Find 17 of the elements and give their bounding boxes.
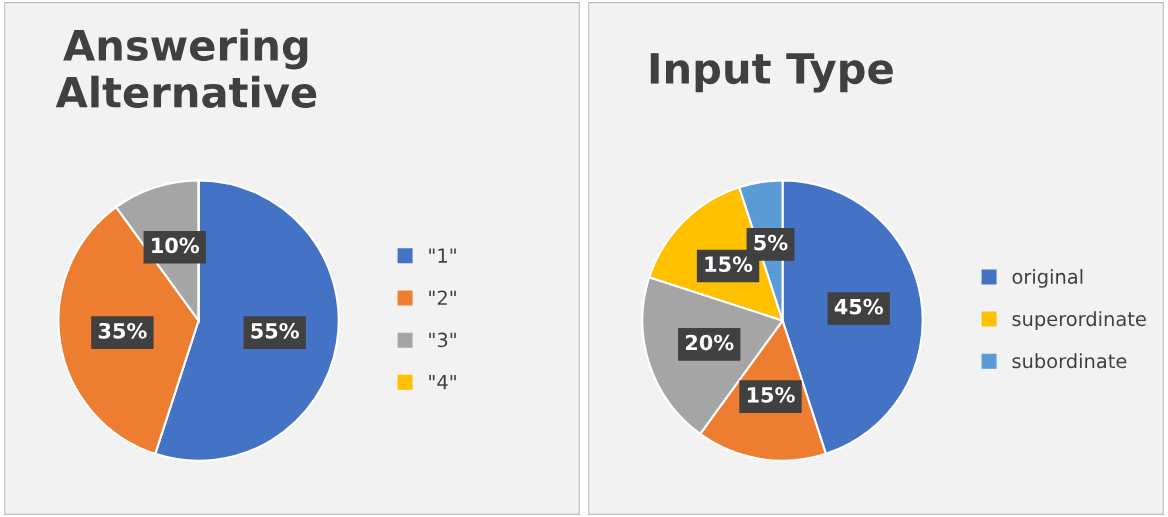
legend-label: "4" xyxy=(429,374,456,390)
data-label: 20% xyxy=(685,334,734,351)
legend-label: "1" xyxy=(429,248,456,263)
data-label: 45% xyxy=(834,298,883,315)
chart-title: Input Type xyxy=(650,53,893,93)
data-label: 35% xyxy=(98,322,147,339)
legend-label: superordinate xyxy=(1012,311,1146,330)
data-label: 15% xyxy=(747,386,795,403)
data-label: 10% xyxy=(152,237,200,254)
chart-title: Answering Alternative xyxy=(55,28,317,108)
data-label: 55% xyxy=(251,322,299,339)
data-label: 15% xyxy=(705,256,753,273)
data-label: 5% xyxy=(754,234,788,251)
legend-label: "3" xyxy=(429,332,456,348)
legend-label: subordinate xyxy=(1012,353,1127,369)
legend-label: original xyxy=(1012,268,1083,288)
legend-label: "2" xyxy=(429,290,456,305)
